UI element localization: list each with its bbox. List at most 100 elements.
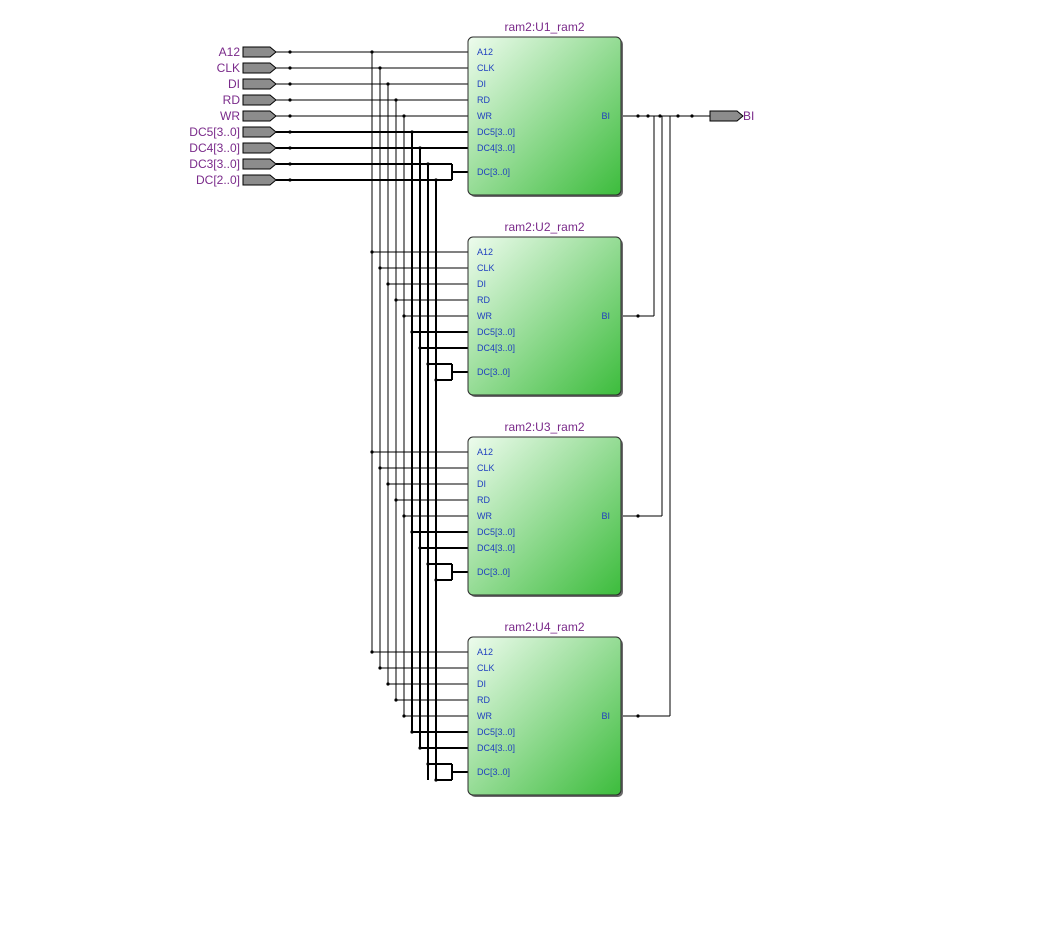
- input-port-label: DC[3..0]: [477, 367, 510, 377]
- tap-junction-dot: [394, 498, 398, 502]
- input-port-label: A12: [477, 247, 493, 257]
- input-port-label: CLK: [477, 263, 495, 273]
- tap-junction-dot: [402, 314, 406, 318]
- input-pin-a12[interactable]: A12: [219, 45, 277, 59]
- input-port-label: CLK: [477, 463, 495, 473]
- out-junction-dot: [636, 314, 640, 318]
- tap-junction-dot: [370, 450, 374, 454]
- input-port-label: DC5[3..0]: [477, 727, 515, 737]
- input-pin-label: DC5[3..0]: [189, 125, 240, 139]
- input-pin-di[interactable]: DI: [228, 77, 277, 91]
- instance-title: ram2:U2_ram2: [504, 220, 584, 234]
- input-pin-label: DC4[3..0]: [189, 141, 240, 155]
- output-pin-shape: [709, 110, 744, 122]
- input-pin-label: DI: [228, 77, 240, 91]
- block-body: [467, 236, 622, 396]
- input-pin-wr[interactable]: WR: [220, 109, 277, 123]
- input-pin-label: DC[2..0]: [196, 173, 240, 187]
- out-junction-dot: [658, 114, 662, 118]
- input-port-label: A12: [477, 647, 493, 657]
- tap-junction-dot: [426, 762, 430, 766]
- output-pin-bi[interactable]: BI: [709, 109, 754, 123]
- input-port-label: DC[3..0]: [477, 167, 510, 177]
- out-junction-dot: [636, 714, 640, 718]
- instance-title: ram2:U3_ram2: [504, 420, 584, 434]
- input-port-label: DC5[3..0]: [477, 127, 515, 137]
- tap-junction-dot: [378, 466, 382, 470]
- output-port-label: BI: [601, 511, 610, 521]
- input-port-label: RD: [477, 695, 490, 705]
- input-pin-clk[interactable]: CLK: [217, 61, 277, 75]
- input-pin-dc330[interactable]: DC3[3..0]: [189, 157, 277, 171]
- input-port-label: DI: [477, 479, 486, 489]
- out-junction-dot: [636, 514, 640, 518]
- pin-junction-dot: [288, 162, 292, 166]
- out-junction-dot: [676, 114, 680, 118]
- tap-junction-dot: [378, 266, 382, 270]
- input-port-label: DC[3..0]: [477, 567, 510, 577]
- input-pin-shape: [242, 94, 277, 106]
- tap-junction-dot: [386, 482, 390, 486]
- instance-block-u1[interactable]: ram2:U1_ram2 A12 CLK DI RD WR DC5[3..0] DC4[3..…: [467, 20, 623, 197]
- pin-junction-dot: [288, 146, 292, 150]
- tap-junction-dot: [434, 778, 438, 782]
- out-junction-dot: [690, 114, 694, 118]
- input-port-label: DC4[3..0]: [477, 543, 515, 553]
- tap-junction-dot: [394, 298, 398, 302]
- output-port-label: BI: [601, 711, 610, 721]
- output-pin-label: BI: [743, 109, 754, 123]
- input-port-label: CLK: [477, 663, 495, 673]
- pin-junction-dot: [288, 98, 292, 102]
- block-body: [467, 636, 622, 796]
- instance-title: ram2:U1_ram2: [504, 20, 584, 34]
- output-port-label: BI: [601, 111, 610, 121]
- block-body: [467, 36, 622, 196]
- input-pin-shape: [242, 174, 277, 186]
- input-pin-dc430[interactable]: DC4[3..0]: [189, 141, 277, 155]
- tap-junction-dot: [418, 346, 422, 350]
- tap-junction-dot: [418, 746, 422, 750]
- tap-junction-dot: [410, 530, 414, 534]
- tap-junction-dot: [426, 362, 430, 366]
- input-port-label: A12: [477, 47, 493, 57]
- input-port-label: DI: [477, 679, 486, 689]
- input-port-label: DI: [477, 279, 486, 289]
- output-port-label: BI: [601, 311, 610, 321]
- tap-junction-dot: [402, 514, 406, 518]
- input-pin-label: WR: [220, 109, 240, 123]
- instance-block-u4[interactable]: ram2:U4_ram2 A12 CLK DI RD WR DC5[3..0] DC4[3..…: [467, 620, 623, 797]
- tap-junction-dot: [434, 378, 438, 382]
- input-pin-shape: [242, 78, 277, 90]
- pin-junction-dot: [288, 178, 292, 182]
- tap-junction-dot: [378, 666, 382, 670]
- input-port-label: A12: [477, 447, 493, 457]
- input-pin-rd[interactable]: RD: [223, 93, 277, 107]
- out-junction-dot: [646, 114, 650, 118]
- input-port-label: DC4[3..0]: [477, 743, 515, 753]
- tap-junction-dot: [434, 578, 438, 582]
- tap-junction-dot: [410, 730, 414, 734]
- input-pin-shape: [242, 110, 277, 122]
- input-pin-dc530[interactable]: DC5[3..0]: [189, 125, 277, 139]
- tap-junction-dot: [394, 698, 398, 702]
- output-pin: BI: [709, 109, 754, 123]
- instance-title: ram2:U4_ram2: [504, 620, 584, 634]
- input-port-label: DC4[3..0]: [477, 143, 515, 153]
- instance-blocks: ram2:U1_ram2 A12 CLK DI RD WR DC5[3..0] DC4[3..…: [467, 20, 623, 797]
- instance-block-u3[interactable]: ram2:U3_ram2 A12 CLK DI RD WR DC5[3..0] DC4[3..…: [467, 420, 623, 597]
- tap-junction-dot: [370, 650, 374, 654]
- instance-block-u2[interactable]: ram2:U2_ram2 A12 CLK DI RD WR DC5[3..0] DC4[3..…: [467, 220, 623, 397]
- input-port-label: WR: [477, 111, 492, 121]
- input-pin-dc20[interactable]: DC[2..0]: [196, 173, 277, 187]
- input-pin-shape: [242, 126, 277, 138]
- input-port-label: WR: [477, 311, 492, 321]
- input-port-label: DI: [477, 79, 486, 89]
- input-port-label: DC5[3..0]: [477, 327, 515, 337]
- tap-junction-dot: [410, 330, 414, 334]
- input-pin-label: RD: [223, 93, 241, 107]
- input-pin-shape: [242, 62, 277, 74]
- wires: [276, 50, 710, 782]
- input-port-label: DC5[3..0]: [477, 527, 515, 537]
- input-port-label: WR: [477, 511, 492, 521]
- tap-junction-dot: [402, 714, 406, 718]
